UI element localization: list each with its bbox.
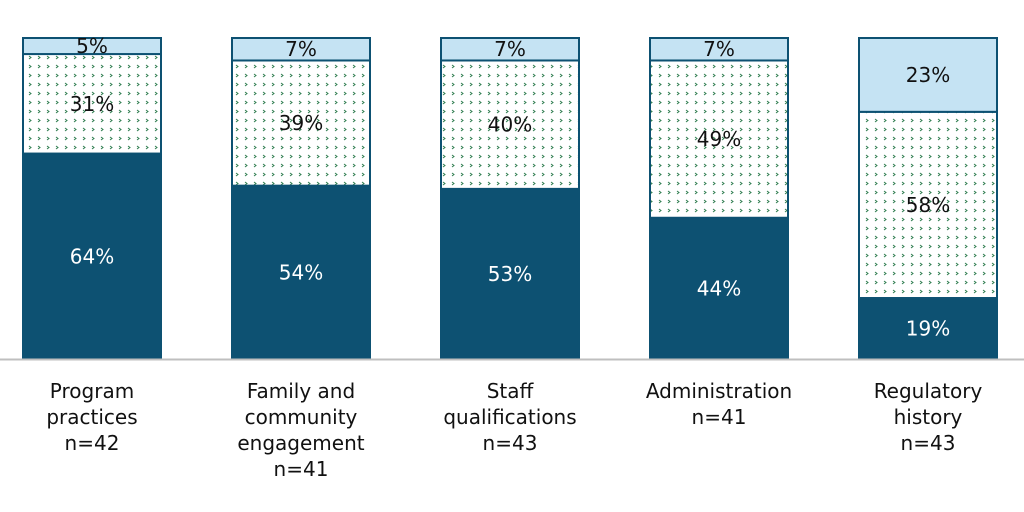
data-label-3-category-4: 7% [703, 37, 735, 61]
category-label: Regulatory history n=43 [833, 378, 1023, 456]
category-label-line: Administration [645, 379, 793, 403]
category-label: Staff qualifications n=43 [415, 378, 605, 456]
data-label-2-category-2: 39% [279, 111, 323, 135]
data-label-2-category-3: 40% [488, 113, 532, 137]
data-label-3-category-1: 5% [76, 34, 108, 58]
data-label-1-category-4: 44% [697, 276, 741, 300]
data-label-1-category-5: 19% [906, 317, 950, 341]
category-label-line: history [893, 405, 963, 429]
category-label: Family and community engagement n=41 [206, 378, 396, 482]
bar-segment-3-category-1 [22, 37, 162, 56]
bar-segment-2-category-3 [440, 59, 580, 190]
bar-segment-1-category-3 [440, 187, 580, 360]
bar-segment-2-category-4 [649, 59, 789, 219]
category-label-line: engagement [237, 431, 365, 455]
data-label-3-category-3: 7% [494, 37, 526, 61]
data-label-2-category-5: 58% [906, 193, 950, 217]
bar-segment-3-category-4 [649, 37, 789, 62]
bar-segment-1-category-1 [22, 152, 162, 360]
category-label-line: Staff [486, 379, 534, 403]
bar-segment-2-category-2 [231, 59, 371, 187]
category-label-line: n=41 [273, 457, 329, 481]
bar-segment-2-category-1 [22, 53, 162, 155]
category-label: Administration n=41 [624, 378, 814, 430]
bar-segment-2-category-5 [858, 110, 998, 300]
data-label-2-category-4: 49% [697, 127, 741, 151]
chart-plot-area: 64% 31% 5% 54% 39% 7% 53% 40% 7% 44% 49% 7% 19% 58% 23… [0, 34, 1024, 361]
bar-segment-1-category-2 [231, 184, 371, 360]
data-label-1-category-2: 54% [279, 260, 323, 284]
category-label-line: qualifications [443, 405, 577, 429]
bar-segment-3-category-3 [440, 37, 580, 62]
category-label-line: n=43 [900, 431, 956, 455]
category-label-line: Family and [246, 379, 356, 403]
category-label: Program practices n=42 [0, 378, 187, 456]
category-label-line: Regulatory [873, 379, 983, 403]
category-label-line: practices [46, 405, 138, 429]
category-label-line: n=42 [64, 431, 120, 455]
category-label-line: n=41 [691, 405, 747, 429]
data-label-1-category-1: 64% [70, 244, 114, 268]
category-label-line: Program [49, 379, 135, 403]
category-label-line: n=43 [482, 431, 538, 455]
bar-segment-3-category-5 [858, 37, 998, 113]
data-label-1-category-3: 53% [488, 262, 532, 286]
category-label-line: community [244, 405, 358, 429]
data-label-2-category-1: 31% [70, 92, 114, 116]
data-label-3-category-2: 7% [285, 37, 317, 61]
bar-segment-3-category-2 [231, 37, 371, 62]
data-label-3-category-5: 23% [906, 63, 950, 87]
